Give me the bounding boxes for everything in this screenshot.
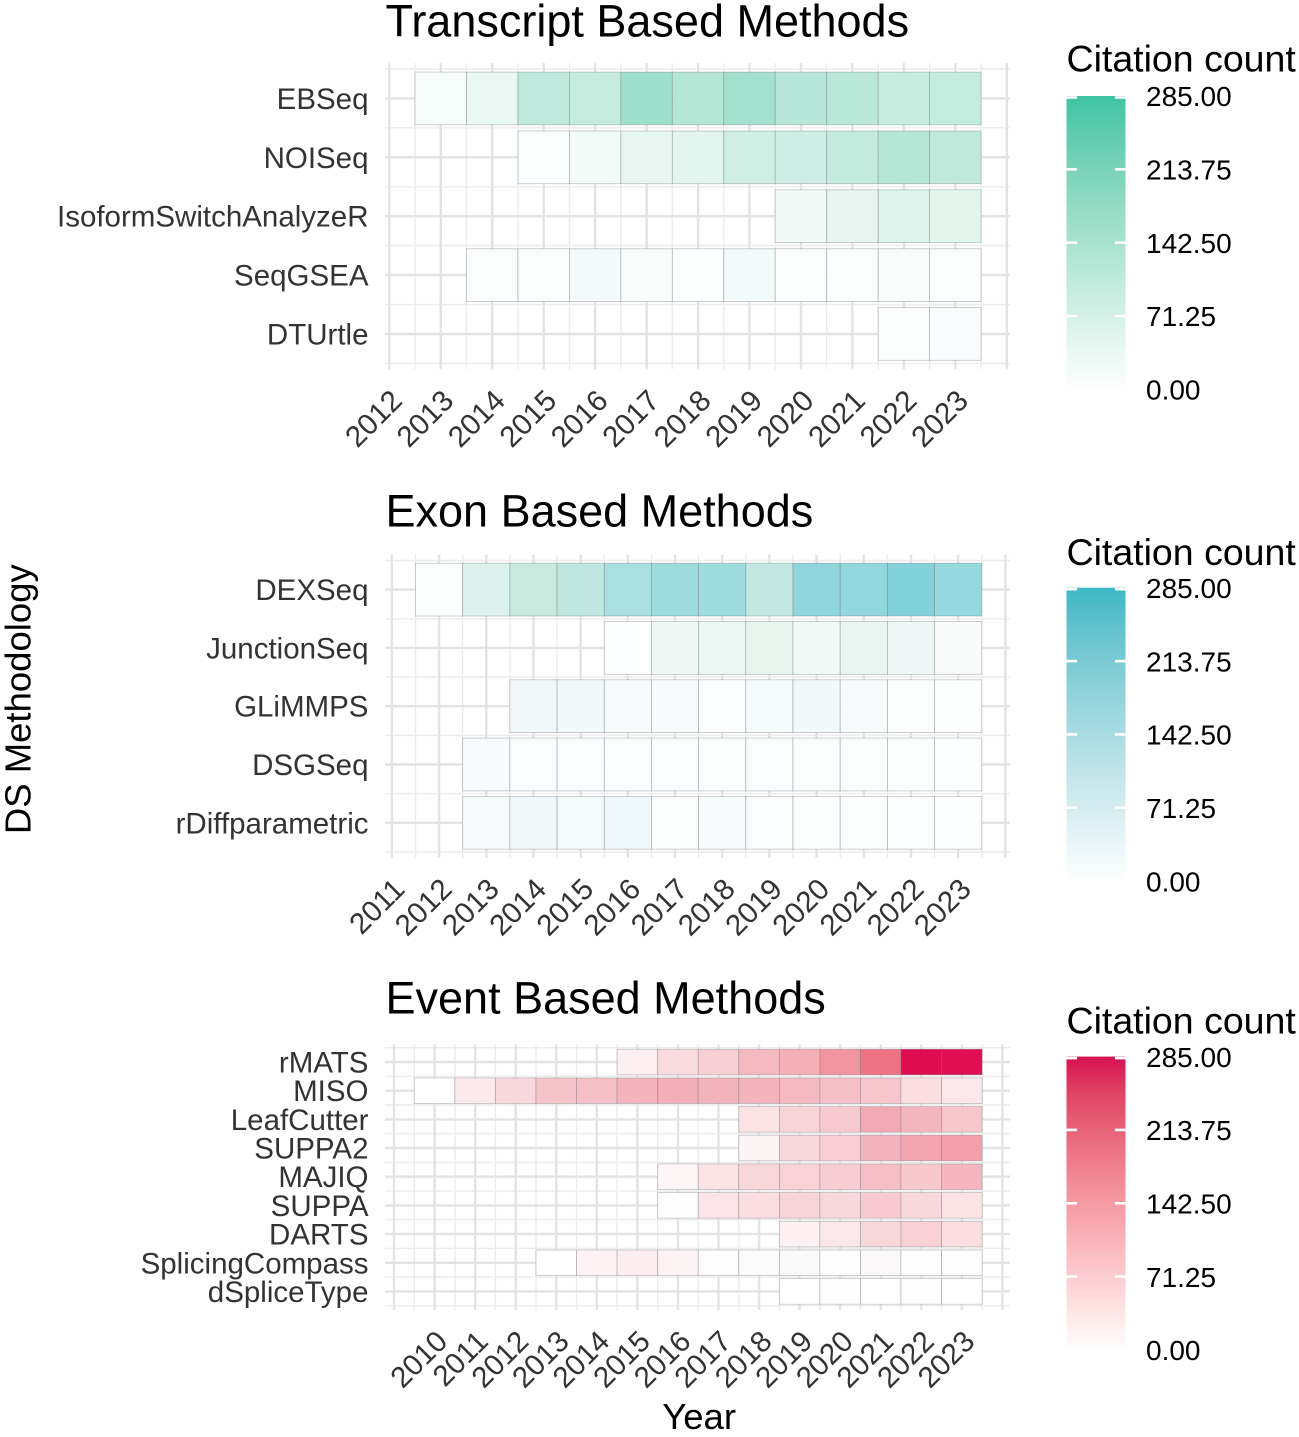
svg-text:Citation count: Citation count	[1067, 38, 1297, 80]
svg-text:71.25: 71.25	[1146, 1262, 1216, 1293]
svg-text:MAJIQ: MAJIQ	[278, 1161, 368, 1194]
svg-text:Year: Year	[662, 1396, 736, 1432]
svg-text:NOISeq: NOISeq	[264, 142, 369, 175]
svg-text:Transcript Based Methods: Transcript Based Methods	[386, 0, 910, 46]
svg-text:213.75: 213.75	[1146, 646, 1232, 677]
svg-text:LeafCutter: LeafCutter	[231, 1104, 369, 1137]
svg-text:213.75: 213.75	[1146, 155, 1232, 186]
svg-text:DSGSeq: DSGSeq	[252, 749, 368, 782]
svg-text:213.75: 213.75	[1146, 1115, 1232, 1146]
svg-text:71.25: 71.25	[1146, 301, 1216, 332]
svg-text:MISO: MISO	[293, 1075, 368, 1108]
svg-text:EBSeq: EBSeq	[277, 83, 369, 116]
svg-text:Citation count: Citation count	[1067, 531, 1297, 573]
svg-text:Exon Based Methods: Exon Based Methods	[386, 486, 814, 537]
svg-text:DS Methodology: DS Methodology	[0, 564, 39, 835]
svg-text:dSpliceType: dSpliceType	[208, 1276, 369, 1309]
svg-text:0.00: 0.00	[1146, 866, 1201, 897]
svg-text:GLiMMPS: GLiMMPS	[234, 691, 368, 724]
svg-text:0.00: 0.00	[1146, 375, 1201, 406]
svg-text:JunctionSeq: JunctionSeq	[206, 632, 368, 665]
svg-text:285.00: 285.00	[1146, 1042, 1232, 1073]
svg-text:SeqGSEA: SeqGSEA	[234, 260, 369, 293]
svg-text:Citation count: Citation count	[1067, 1000, 1297, 1042]
svg-text:rDiffparametric: rDiffparametric	[176, 807, 369, 840]
svg-text:142.50: 142.50	[1146, 228, 1232, 259]
svg-text:SUPPA2: SUPPA2	[254, 1133, 368, 1166]
svg-text:SplicingCompass: SplicingCompass	[141, 1247, 369, 1280]
svg-text:SUPPA: SUPPA	[271, 1190, 369, 1223]
svg-text:rMATS: rMATS	[279, 1047, 369, 1080]
svg-text:DARTS: DARTS	[269, 1219, 368, 1252]
svg-text:DEXSeq: DEXSeq	[255, 574, 368, 607]
svg-text:Event Based Methods: Event Based Methods	[386, 973, 826, 1024]
svg-text:142.50: 142.50	[1146, 720, 1232, 751]
svg-text:142.50: 142.50	[1146, 1189, 1232, 1220]
svg-text:285.00: 285.00	[1146, 573, 1232, 604]
svg-text:285.00: 285.00	[1146, 81, 1232, 112]
svg-text:0.00: 0.00	[1146, 1335, 1201, 1366]
svg-text:DTUrtle: DTUrtle	[267, 319, 369, 352]
svg-text:71.25: 71.25	[1146, 793, 1216, 824]
svg-text:IsoformSwitchAnalyzeR: IsoformSwitchAnalyzeR	[57, 201, 369, 234]
